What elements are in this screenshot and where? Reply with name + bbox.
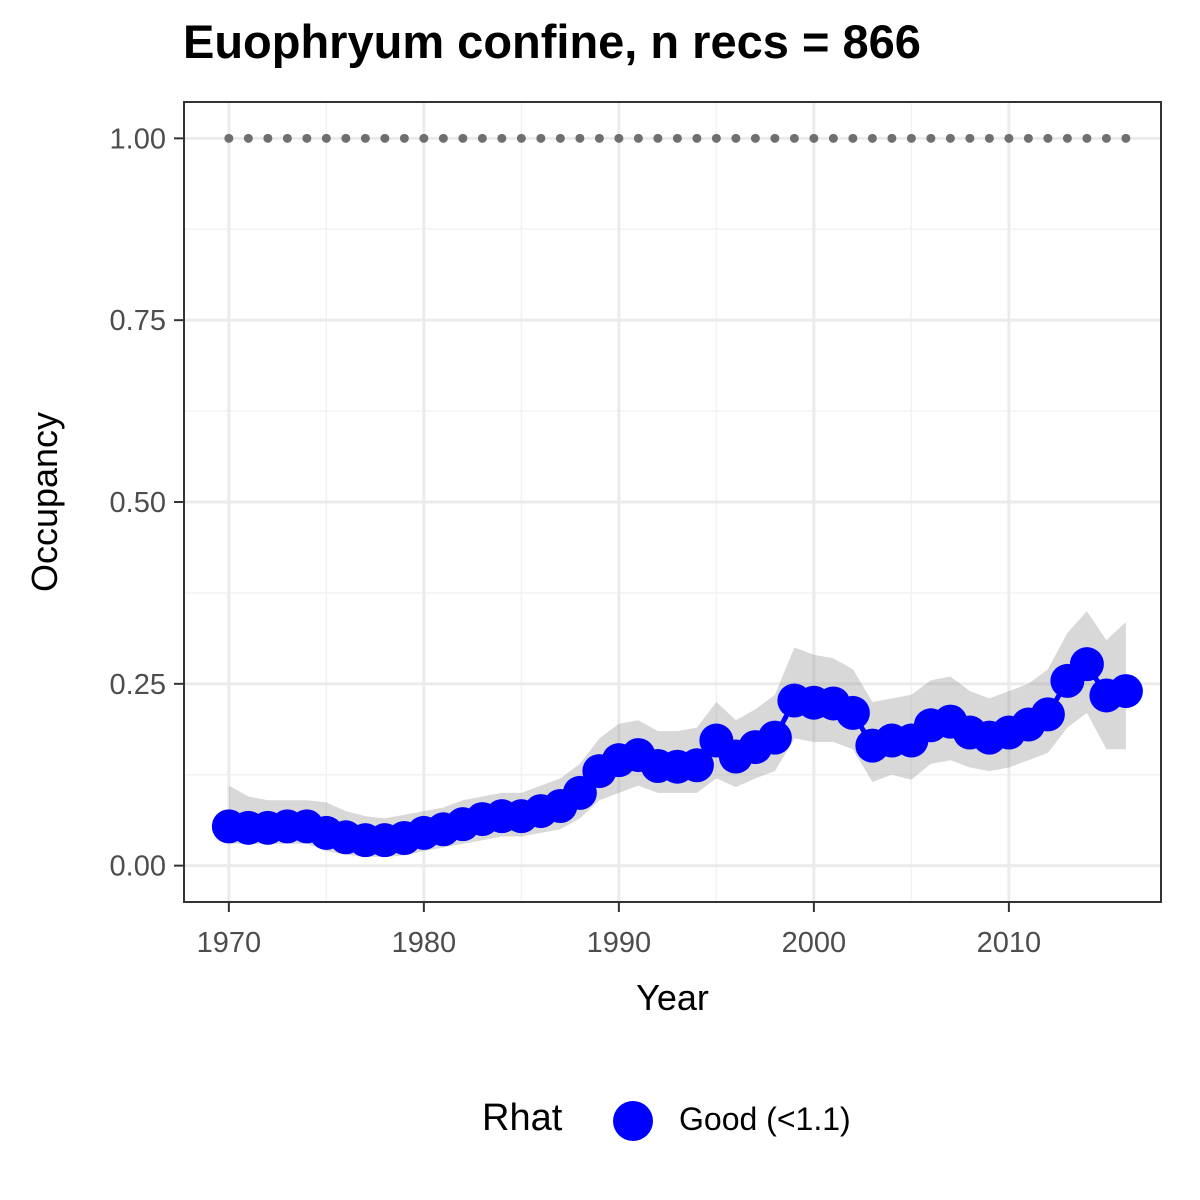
- reference-dot: [711, 133, 721, 143]
- legend-title: Rhat: [482, 1097, 563, 1139]
- confidence-ribbon: [228, 611, 1126, 857]
- occupancy-chart: 1970 1980 1990 2000 2010 0.00 0.25 0.50 0.75 1.00…: [24, 101, 1162, 1018]
- reference-dot: [243, 133, 253, 143]
- reference-dot: [263, 133, 273, 143]
- reference-dot: [984, 133, 994, 143]
- reference-dot: [1101, 133, 1111, 143]
- reference-dot: [828, 133, 838, 143]
- reference-dot: [224, 133, 234, 143]
- data-point: [1030, 697, 1065, 732]
- x-tick-label: 2010: [977, 927, 1042, 959]
- data-point: [1108, 674, 1143, 709]
- reference-dot: [692, 133, 702, 143]
- reference-dotted-line: [224, 133, 1131, 143]
- reference-dot: [341, 133, 351, 143]
- y-tick-label: 0.50: [110, 487, 166, 519]
- reference-dot: [1004, 133, 1014, 143]
- reference-dot: [965, 133, 975, 143]
- y-tick-label: 0.75: [110, 305, 166, 337]
- data-point: [562, 775, 597, 810]
- x-tick-label: 1980: [392, 927, 457, 959]
- y-tick-label: 1.00: [110, 123, 166, 155]
- y-tick-label: 0.00: [110, 851, 166, 883]
- reference-dot: [906, 133, 916, 143]
- reference-dot: [887, 133, 897, 143]
- reference-dot: [614, 133, 624, 143]
- data-point: [1069, 647, 1104, 682]
- reference-dot: [438, 133, 448, 143]
- reference-dot: [848, 133, 858, 143]
- reference-dot: [302, 133, 312, 143]
- y-tick-label: 0.25: [110, 669, 166, 701]
- axes: 1970 1980 1990 2000 2010 0.00 0.25 0.50 0.75 1.00…: [24, 123, 1041, 1018]
- legend-entry-label: Good (<1.1): [679, 1101, 851, 1137]
- reference-dot: [633, 133, 643, 143]
- reference-dot: [555, 133, 565, 143]
- reference-dot: [536, 133, 546, 143]
- data-point: [835, 695, 870, 730]
- reference-dot: [770, 133, 780, 143]
- reference-dot: [789, 133, 799, 143]
- data-point: [757, 720, 792, 755]
- reference-dot: [594, 133, 604, 143]
- data-point: [679, 748, 714, 783]
- reference-dot: [477, 133, 487, 143]
- reference-dot: [926, 133, 936, 143]
- reference-dot: [419, 133, 429, 143]
- legend-key-dot: [613, 1101, 653, 1141]
- reference-dot: [809, 133, 819, 143]
- reference-dot: [1121, 133, 1131, 143]
- chart-title: Euophryum confine, n recs = 866: [183, 15, 921, 68]
- reference-dot: [516, 133, 526, 143]
- reference-dot: [321, 133, 331, 143]
- reference-dot: [458, 133, 468, 143]
- x-axis-title: Year: [636, 977, 709, 1018]
- reference-dot: [672, 133, 682, 143]
- occupancy-series: [211, 647, 1143, 858]
- reference-dot: [575, 133, 585, 143]
- reference-dot: [1023, 133, 1033, 143]
- x-tick-label: 1990: [587, 927, 652, 959]
- reference-dot: [380, 133, 390, 143]
- reference-dot: [1062, 133, 1072, 143]
- legend: Rhat Good (<1.1): [0, 1085, 1200, 1155]
- x-tick-label: 2000: [782, 927, 847, 959]
- reference-dot: [497, 133, 507, 143]
- y-axis-title: Occupancy: [24, 412, 65, 592]
- reference-dot: [731, 133, 741, 143]
- reference-dot: [945, 133, 955, 143]
- ribbon-area: [228, 611, 1126, 857]
- x-tick-label: 1970: [197, 927, 262, 959]
- reference-dot: [867, 133, 877, 143]
- reference-dot: [1082, 133, 1092, 143]
- reference-dot: [750, 133, 760, 143]
- reference-dot: [653, 133, 663, 143]
- reference-dot: [282, 133, 292, 143]
- reference-dot: [399, 133, 409, 143]
- reference-dot: [360, 133, 370, 143]
- reference-dot: [1043, 133, 1053, 143]
